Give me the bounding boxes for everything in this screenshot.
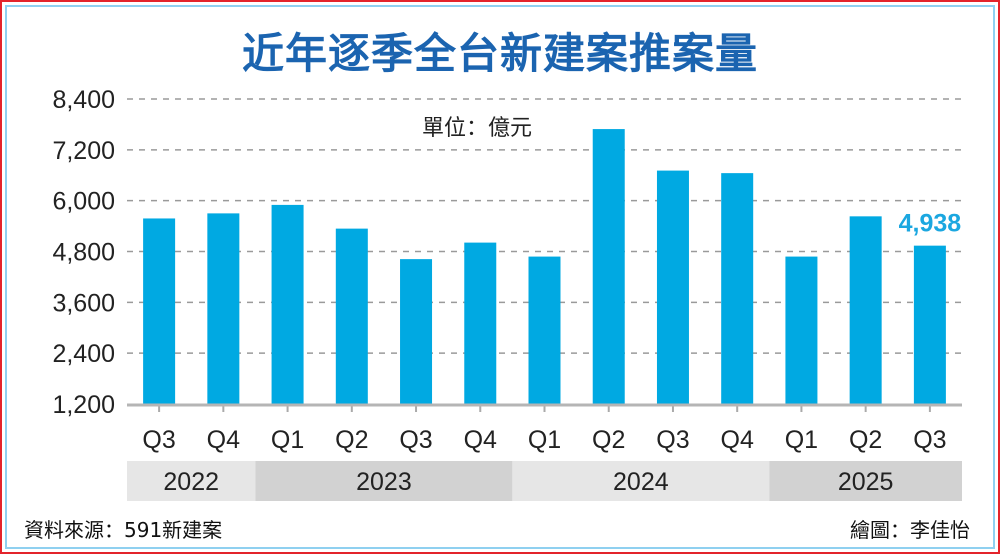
x-tick-label: Q1 [785, 426, 818, 454]
bar [464, 242, 497, 404]
x-tick-label: Q1 [271, 426, 304, 454]
bar [913, 245, 946, 404]
x-tick-label: Q3 [142, 426, 175, 454]
year-band [769, 461, 962, 501]
year-label: 2023 [356, 468, 412, 496]
data-label: 4,938 [899, 210, 962, 238]
bar [207, 213, 240, 404]
x-tick-label: Q2 [592, 426, 625, 454]
y-tick-label: 2,400 [52, 340, 115, 368]
bar [335, 228, 368, 404]
unit-label: 單位：億元 [422, 116, 533, 141]
x-tick-label: Q4 [207, 426, 240, 454]
bar [271, 204, 304, 404]
bar [592, 129, 625, 404]
chart-title: 近年逐季全台新建案推案量 [241, 29, 758, 78]
y-tick-label: 6,000 [52, 188, 115, 216]
year-label: 2022 [163, 468, 219, 496]
bar [400, 259, 433, 404]
year-band [127, 461, 256, 501]
x-tick-label: Q2 [335, 426, 368, 454]
x-tick-label: Q1 [528, 426, 561, 454]
bar [143, 218, 176, 404]
year-label: 2025 [838, 468, 894, 496]
bar [528, 256, 561, 404]
x-tick-label: Q3 [913, 426, 946, 454]
year-band [512, 461, 770, 501]
x-tick-label: Q2 [849, 426, 882, 454]
y-tick-label: 7,200 [52, 137, 115, 165]
inner-border [5, 5, 995, 549]
credit-note: 繪圖：李佳怡 [850, 518, 970, 542]
year-label: 2024 [613, 468, 669, 496]
y-tick-label: 3,600 [52, 289, 115, 317]
year-band [255, 461, 513, 501]
y-tick-label: 8,400 [52, 86, 115, 114]
x-tick-label: Q4 [721, 426, 754, 454]
x-tick-label: Q3 [399, 426, 432, 454]
bar [785, 256, 818, 404]
x-tick-label: Q4 [464, 426, 497, 454]
y-tick-label: 4,800 [52, 239, 115, 267]
bar [656, 170, 689, 404]
x-tick-label: Q3 [656, 426, 689, 454]
y-tick-label: 1,200 [52, 391, 115, 419]
source-note: 資料來源：591新建案 [24, 518, 223, 542]
bar [849, 216, 882, 404]
bar [721, 173, 754, 404]
